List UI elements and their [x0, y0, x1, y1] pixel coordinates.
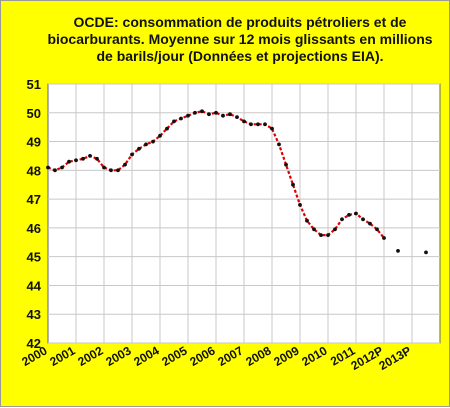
y-tick-label: 46 — [27, 221, 41, 236]
data-point — [123, 162, 127, 167]
y-tick-label: 47 — [27, 192, 41, 207]
x-tick-label: 2010 — [299, 343, 329, 369]
x-tick-label: 2007 — [215, 343, 245, 369]
data-point — [312, 227, 316, 232]
y-tick-label: 44 — [27, 278, 42, 293]
data-point — [102, 165, 106, 170]
projection-point — [396, 249, 400, 253]
data-point — [130, 152, 134, 157]
data-point — [137, 146, 141, 151]
y-tick-label: 43 — [27, 307, 41, 322]
data-point — [368, 221, 372, 226]
data-point — [214, 110, 218, 115]
data-point — [186, 113, 190, 118]
data-point — [298, 203, 302, 207]
x-tick-label: 2000 — [19, 343, 49, 369]
data-point — [270, 126, 274, 131]
data-point — [74, 158, 78, 163]
data-point — [361, 217, 365, 222]
x-tick-label: 2004 — [131, 343, 161, 369]
data-point — [67, 159, 71, 164]
data-point — [179, 116, 183, 121]
data-point — [354, 211, 358, 216]
data-point — [263, 122, 267, 127]
data-point — [305, 218, 309, 223]
data-point — [333, 227, 337, 232]
y-tick-label: 50 — [27, 106, 41, 121]
y-tick-label: 51 — [27, 77, 41, 92]
data-point — [277, 142, 281, 147]
x-tick-label: 2013P — [376, 343, 413, 372]
data-point — [228, 112, 232, 117]
data-point — [81, 156, 85, 161]
data-point — [256, 122, 260, 127]
data-point — [291, 182, 295, 187]
x-tick-label: 2003 — [103, 343, 133, 369]
x-tick-label: 2005 — [159, 343, 189, 369]
data-point — [165, 126, 169, 131]
data-point — [172, 119, 176, 124]
data-point — [249, 122, 253, 127]
data-point — [319, 233, 323, 238]
data-point — [375, 227, 379, 232]
data-point — [347, 213, 351, 217]
data-point — [46, 165, 50, 170]
data-point — [158, 133, 162, 138]
y-tick-label: 49 — [27, 135, 41, 150]
data-point — [326, 233, 330, 238]
x-tick-label: 2001 — [47, 343, 77, 369]
x-tick-label: 2008 — [243, 343, 273, 369]
x-tick-label: 2002 — [75, 343, 105, 369]
data-point — [242, 119, 246, 124]
data-point — [95, 156, 99, 161]
data-point — [144, 142, 148, 147]
chart-title: OCDE: consommation de produits pétrolier… — [47, 14, 433, 64]
x-tick-label: 2009 — [271, 343, 301, 369]
data-point — [193, 110, 197, 115]
data-point — [221, 113, 225, 118]
data-point — [200, 109, 204, 114]
data-point — [116, 168, 120, 173]
data-point — [109, 168, 113, 173]
y-tick-label: 48 — [27, 163, 41, 178]
data-point — [60, 165, 64, 170]
data-point — [284, 162, 288, 167]
data-point — [151, 139, 155, 144]
data-point — [207, 112, 211, 117]
data-point — [235, 115, 239, 119]
data-point — [382, 236, 386, 240]
data-point — [53, 168, 57, 173]
data-point — [88, 154, 92, 158]
projection-point — [424, 250, 428, 255]
x-tick-label: 2006 — [187, 343, 217, 369]
y-tick-label: 42 — [27, 336, 41, 351]
data-point — [340, 217, 344, 222]
y-tick-label: 45 — [27, 250, 41, 265]
